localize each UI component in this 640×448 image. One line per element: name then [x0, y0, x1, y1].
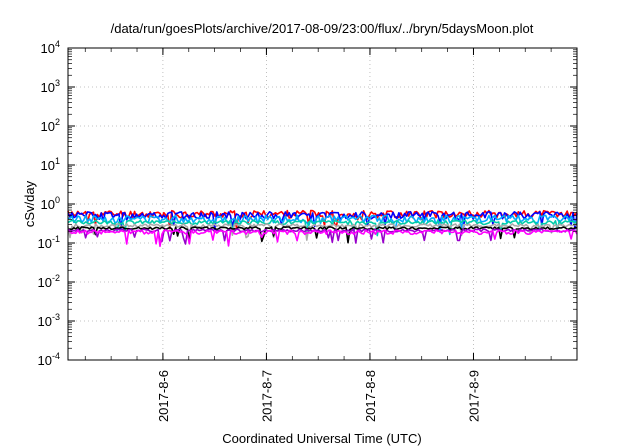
y-tick-base: 10 — [41, 197, 55, 212]
y-tick-exponent: 1 — [55, 156, 60, 166]
y-axis-label: cSv/day — [22, 180, 37, 227]
chart-title: /data/run/goesPlots/archive/2017-08-09/2… — [111, 21, 534, 36]
x-axis-label: Coordinated Universal Time (UTC) — [222, 431, 421, 446]
x-tick-label: 2017-8-6 — [156, 370, 171, 422]
y-tick-label: 103 — [41, 78, 60, 95]
x-tick-label: 2017-8-9 — [466, 370, 481, 422]
y-tick-label: 101 — [41, 156, 60, 173]
y-tick-label: 10-2 — [38, 273, 60, 290]
y-tick-base: 10 — [41, 119, 55, 134]
y-tick-exponent: 4 — [55, 39, 60, 49]
y-tick-exponent: 0 — [55, 195, 60, 205]
y-tick-base: 10 — [41, 41, 55, 56]
y-tick-base: 10 — [41, 80, 55, 95]
y-tick-exponent: 3 — [55, 78, 60, 88]
y-tick-exponent: -3 — [52, 312, 60, 322]
y-tick-label: 104 — [41, 39, 60, 56]
y-tick-base: 10 — [38, 275, 52, 290]
y-tick-label: 10-3 — [38, 312, 60, 329]
y-tick-base: 10 — [38, 353, 52, 368]
x-axis: 2017-8-6 2017-8-7 2017-8-8 2017-8-9 — [84, 48, 552, 422]
y-tick-exponent: -2 — [52, 273, 60, 283]
series-line — [67, 210, 578, 231]
y-tick-label: 10-1 — [38, 234, 60, 251]
y-tick-base: 10 — [38, 314, 52, 329]
y-tick-exponent: -4 — [52, 351, 60, 361]
series-line — [67, 226, 577, 244]
series-line — [67, 229, 578, 248]
series-line — [67, 223, 578, 241]
y-tick-label: 100 — [41, 195, 60, 212]
y-tick-label: 102 — [41, 117, 60, 134]
series-group — [67, 209, 578, 248]
series-line — [67, 214, 578, 233]
x-tick-label: 2017-8-8 — [363, 370, 378, 422]
series-line — [67, 219, 578, 237]
y-tick-label: 10-4 — [38, 351, 60, 368]
x-tick-label: 2017-8-7 — [259, 370, 274, 422]
y-tick-base: 10 — [41, 158, 55, 173]
y-tick-exponent: 2 — [55, 117, 60, 127]
grid — [68, 48, 577, 360]
y-tick-base: 10 — [38, 236, 52, 251]
series-line — [67, 209, 578, 230]
y-tick-exponent: -1 — [52, 234, 60, 244]
